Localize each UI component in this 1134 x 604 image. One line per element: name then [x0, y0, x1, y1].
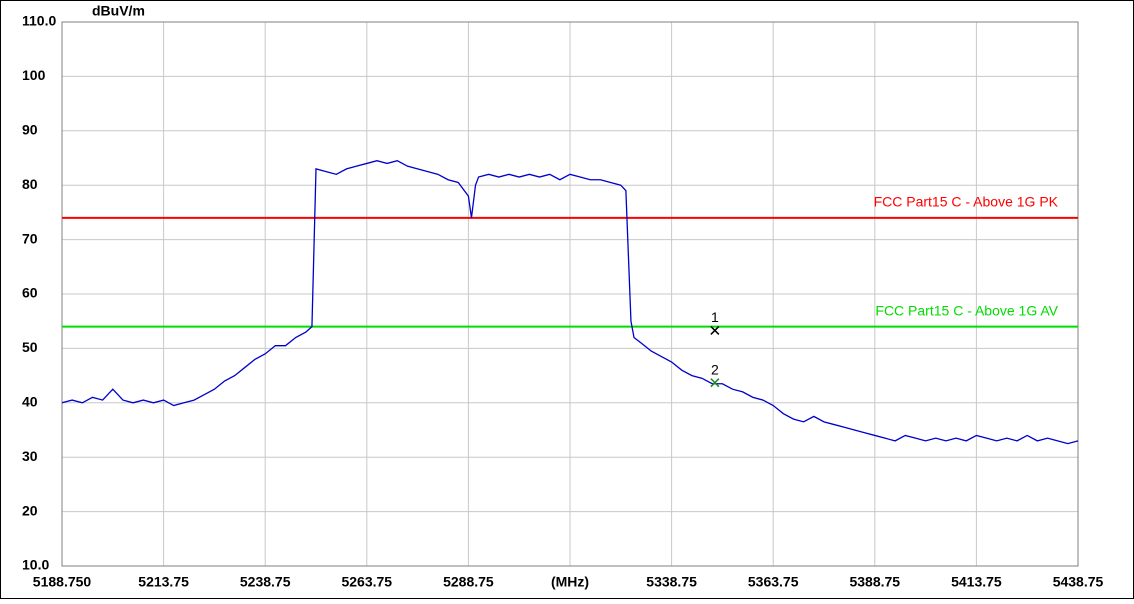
marker-label: 2 — [711, 361, 719, 377]
x-tick-label: 5263.75 — [341, 574, 392, 590]
y-axis-label: dBuV/m — [92, 3, 145, 19]
plot-frame — [61, 21, 1079, 567]
x-tick-label: (MHz) — [551, 574, 589, 590]
x-tick-label: 5338.75 — [646, 574, 697, 590]
y-tick-label: 40 — [22, 394, 38, 410]
y-tick-label: 80 — [22, 176, 38, 192]
y-tick-label: 60 — [22, 285, 38, 301]
marker-cross — [710, 378, 720, 388]
x-tick-label: 5388.75 — [849, 574, 900, 590]
y-tick-label: 10.0 — [22, 557, 49, 573]
trace — [61, 160, 1079, 445]
marker — [710, 325, 720, 335]
y-tick-label: 110.0 — [22, 13, 56, 29]
marker — [710, 378, 720, 388]
x-tick-label: 5363.75 — [748, 574, 799, 590]
y-tick-label: 30 — [22, 448, 38, 464]
marker-label: 1 — [711, 309, 719, 325]
y-tick-label: 90 — [22, 122, 38, 138]
marker-cross — [710, 325, 720, 335]
y-tick-label: 100 — [22, 67, 46, 83]
limit-label: FCC Part15 C - Above 1G PK — [874, 194, 1059, 210]
y-tick-label: 50 — [22, 339, 38, 355]
limit-label: FCC Part15 C - Above 1G AV — [875, 302, 1058, 318]
y-tick-label: 20 — [22, 502, 38, 518]
x-tick-label: 5213.75 — [138, 574, 189, 590]
x-tick-label: 5288.75 — [443, 574, 494, 590]
x-tick-label: 5413.75 — [951, 574, 1002, 590]
x-tick-label: 5238.75 — [240, 574, 291, 590]
x-tick-label: 5438.75 — [1053, 574, 1104, 590]
y-tick-label: 70 — [22, 230, 38, 246]
x-tick-label: 5188.750 — [33, 574, 92, 590]
